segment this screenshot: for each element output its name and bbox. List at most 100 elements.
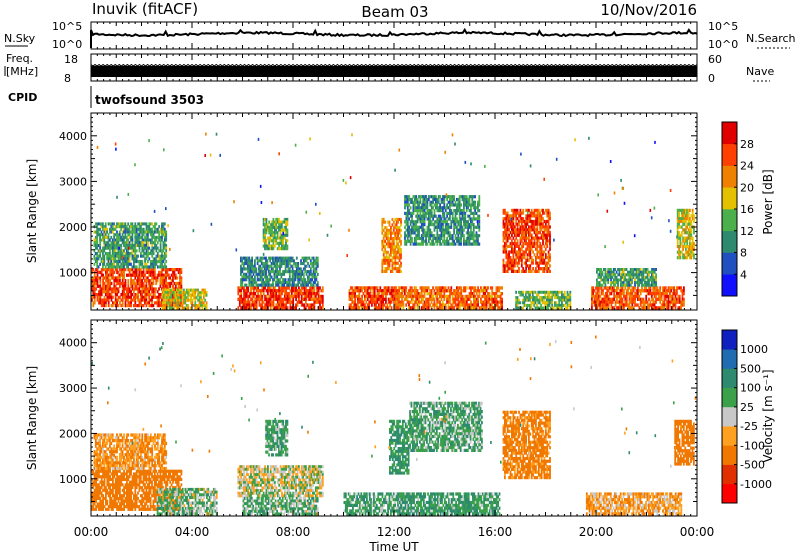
heatmap-cell	[92, 287, 95, 291]
heatmap-cell	[295, 262, 298, 266]
heatmap-cell	[162, 268, 165, 272]
heatmap-cell	[569, 298, 572, 302]
heatmap-cell	[252, 278, 255, 282]
heatmap-cell	[103, 243, 106, 247]
heatmap-cell	[411, 236, 413, 241]
heatmap-cell	[451, 297, 454, 301]
heatmap-cell	[395, 237, 398, 241]
heatmap-cell	[280, 280, 283, 284]
heatmap-cell	[148, 230, 151, 234]
heatmap-cell	[508, 256, 510, 260]
heatmap-cell	[528, 225, 530, 229]
heatmap-cell	[265, 289, 268, 293]
heatmap-cell	[592, 300, 595, 304]
heatmap-cell	[390, 253, 392, 257]
heatmap-cell	[145, 295, 148, 299]
heatmap-cell	[451, 236, 454, 241]
heatmap-cell	[412, 242, 415, 246]
heatmap-cell	[458, 306, 461, 310]
heatmap-cell	[392, 250, 395, 254]
heatmap-cell	[138, 290, 141, 294]
heatmap-cell	[423, 223, 426, 227]
heatmap-cell	[545, 296, 548, 300]
heatmap-cell	[155, 262, 158, 266]
heatmap-cell	[464, 239, 467, 243]
heatmap-cell	[418, 303, 420, 307]
heatmap-cell	[191, 301, 194, 305]
heatmap-cell	[453, 225, 455, 229]
heatmap-cell	[505, 228, 508, 232]
heatmap-cell	[279, 231, 282, 235]
heatmap-cell	[123, 254, 125, 258]
heatmap-cell	[526, 264, 529, 268]
heatmap-cell	[121, 268, 124, 272]
heatmap-cell	[379, 294, 382, 299]
heatmap-cell	[554, 293, 556, 297]
heatmap-cell	[120, 225, 123, 229]
heatmap-cell	[408, 292, 410, 296]
heatmap-cell	[244, 259, 246, 263]
heatmap-cell	[382, 303, 384, 307]
heatmap-cell	[382, 239, 385, 243]
heatmap-cell	[283, 244, 286, 248]
heatmap-cell	[461, 209, 464, 213]
heatmap-cell	[351, 289, 354, 293]
heatmap-cell	[130, 268, 132, 272]
heatmap-cell	[475, 234, 478, 238]
heatmap-cell	[252, 267, 255, 271]
heatmap-cell	[542, 208, 544, 212]
heatmap-cell	[539, 228, 542, 232]
heatmap-cell	[420, 228, 423, 232]
heatmap-cell	[426, 211, 429, 215]
heatmap-cell	[422, 289, 424, 293]
heatmap-cell	[102, 290, 104, 294]
heatmap-cell	[94, 252, 97, 256]
heatmap-cell	[133, 225, 135, 229]
heatmap-cell	[533, 231, 536, 235]
heatmap-cell	[315, 256, 318, 260]
heatmap-cell	[148, 246, 151, 250]
heatmap-cell	[523, 228, 526, 232]
heatmap-cell	[272, 300, 275, 304]
heatmap-cell	[116, 304, 118, 308]
heatmap-cell	[381, 264, 384, 268]
heatmap-cell	[442, 209, 444, 213]
heatmap-cell	[117, 238, 120, 242]
heatmap-cell	[238, 300, 241, 304]
heatmap-cell	[474, 195, 476, 199]
heatmap-cell	[277, 278, 280, 282]
heatmap-cell	[475, 242, 478, 246]
heatmap-cell	[471, 195, 474, 199]
heatmap-cell	[114, 257, 117, 261]
heatmap-cell	[279, 241, 282, 245]
heatmap-cell	[526, 242, 529, 246]
heatmap-cell	[394, 289, 396, 293]
heatmap-cell	[321, 306, 324, 310]
heatmap-cell	[446, 214, 448, 218]
heatmap-cell	[141, 270, 144, 274]
heatmap-cell	[430, 203, 433, 207]
heatmap-cell	[105, 304, 107, 308]
heatmap-cell	[138, 270, 141, 274]
heatmap-cell	[180, 298, 182, 302]
heatmap-cell	[240, 270, 242, 274]
heatmap-cell	[296, 303, 299, 307]
heatmap-cell	[281, 272, 284, 276]
heatmap-cell	[152, 241, 155, 245]
heatmap-cell	[104, 230, 107, 234]
heatmap-cell	[549, 225, 551, 229]
heatmap-cell	[117, 298, 120, 302]
heatmap-cell	[423, 303, 426, 307]
heatmap-cell	[355, 289, 358, 293]
heatmap-cell	[606, 289, 609, 293]
heatmap-cell	[420, 234, 423, 238]
heatmap-cell	[165, 254, 168, 258]
heatmap-cell	[516, 217, 519, 221]
heatmap-cell	[391, 261, 394, 265]
heatmap-cell	[537, 217, 540, 221]
heatmap-cell	[147, 260, 149, 264]
heatmap-cell	[280, 247, 283, 251]
heatmap-cell	[202, 301, 205, 305]
heatmap-cell	[151, 233, 154, 237]
heatmap-cell	[404, 203, 406, 207]
